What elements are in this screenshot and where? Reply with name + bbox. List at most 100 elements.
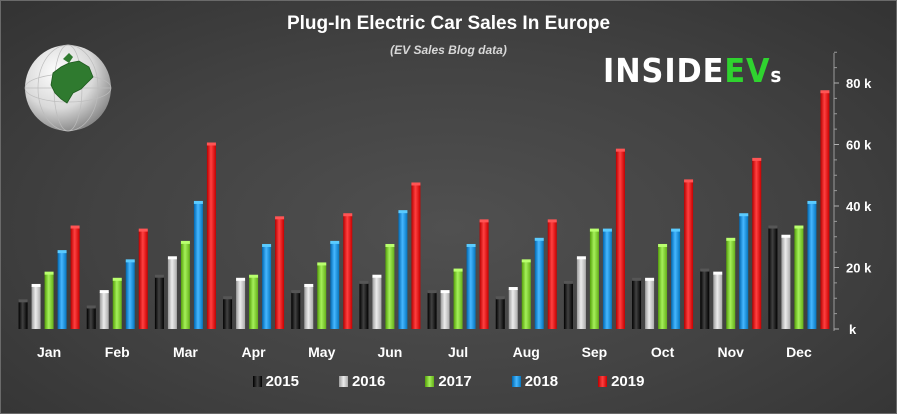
bar-cap: [99, 290, 109, 294]
bar-2016-Aug: [508, 289, 518, 329]
y-tick-label: 20 k: [846, 261, 872, 276]
legend-label: 2017: [438, 373, 472, 390]
legend-item: 2019: [598, 373, 644, 390]
x-tick-label: Dec: [786, 344, 812, 360]
bar-cap: [44, 271, 54, 275]
bar-2018-Nov: [739, 215, 749, 329]
legend-swatch: [252, 376, 262, 387]
bar-2017-Mar: [180, 242, 190, 329]
bar-cap: [343, 213, 353, 217]
bar-2017-Dec: [794, 227, 804, 329]
bar-2015-Feb: [86, 307, 96, 329]
bar-cap: [466, 243, 476, 247]
x-tick-label: Aug: [513, 344, 540, 360]
bar-2018-Dec: [807, 202, 817, 329]
bar-cap: [547, 219, 557, 223]
bar-cap: [602, 228, 612, 232]
chart-title: Plug-In Electric Car Sales In Europe: [286, 13, 611, 34]
legend-item: 2017: [425, 373, 472, 390]
bar-cap: [291, 290, 301, 294]
bar-2015-Dec: [768, 227, 778, 329]
bar-2016-Oct: [645, 279, 655, 329]
bar-2019-Apr: [275, 218, 285, 329]
bar-2019-Nov: [752, 159, 762, 329]
bar-cap: [206, 142, 216, 146]
bar-2017-Aug: [521, 261, 531, 329]
bar-2018-Aug: [534, 239, 544, 329]
bar-cap: [275, 216, 285, 220]
bar-2018-Jun: [398, 212, 408, 329]
legend-label: 2018: [524, 373, 559, 390]
bar-cap: [180, 240, 190, 244]
bar-cap: [427, 290, 437, 294]
y-tick-label: 60 k: [846, 138, 872, 153]
bar-2015-Mar: [154, 276, 164, 329]
bar-2018-Mar: [193, 202, 203, 329]
bar-2018-Apr: [262, 245, 272, 329]
bar-2015-Aug: [495, 298, 505, 329]
bar-2017-Oct: [658, 245, 668, 329]
bar-cap: [781, 234, 791, 238]
bar-2019-Sep: [615, 150, 625, 329]
x-tick-label: Feb: [105, 344, 130, 360]
bar-cap: [589, 228, 599, 232]
x-tick-label: May: [308, 344, 335, 360]
x-tick-label: Jun: [377, 344, 402, 360]
bar-2015-Apr: [223, 298, 233, 329]
bar-2015-Jul: [427, 292, 437, 329]
bar-cap: [671, 228, 681, 232]
legend-swatch: [338, 376, 348, 387]
legend-item: 2015: [252, 373, 299, 390]
legend-label: 2019: [611, 373, 645, 390]
bar-cap: [645, 277, 655, 281]
bar-2015-Jun: [359, 282, 369, 329]
bar-cap: [768, 225, 778, 229]
bar-cap: [576, 256, 586, 260]
bar-cap: [249, 274, 259, 278]
bar-2016-Jun: [372, 276, 382, 329]
x-tick-label: Jan: [37, 344, 61, 360]
bar-cap: [726, 237, 736, 241]
y-tick-label: k: [849, 322, 857, 337]
bar-cap: [440, 290, 450, 294]
bar-cap: [508, 287, 518, 291]
chart-legend: 2015 2016 2017 2018 2019: [1, 373, 896, 390]
bar-2019-Jul: [479, 221, 489, 329]
bar-2017-May: [317, 264, 327, 329]
bar-2019-Oct: [684, 181, 694, 329]
bar-cap: [479, 219, 489, 223]
bar-2019-Dec: [820, 92, 830, 329]
bar-cap: [193, 200, 203, 204]
legend-label: 2016: [351, 373, 386, 390]
bar-cap: [385, 243, 395, 247]
bar-2019-Mar: [206, 144, 216, 329]
bar-cap: [820, 90, 830, 94]
bar-2018-Oct: [671, 230, 681, 329]
insideevs-logo: INSIDEEVs: [603, 51, 783, 90]
bar-2017-Apr: [249, 276, 259, 329]
bar-2016-Jan: [31, 285, 41, 329]
bar-cap: [453, 268, 463, 272]
bar-2019-May: [343, 215, 353, 329]
bar-cap: [684, 179, 694, 183]
bar-2018-May: [330, 242, 340, 329]
bar-cap: [86, 305, 96, 309]
bar-2017-Jul: [453, 270, 463, 329]
x-tick-label: Sep: [582, 344, 608, 360]
bar-cap: [236, 277, 246, 281]
bar-cap: [112, 277, 122, 281]
bar-cap: [398, 210, 408, 214]
bar-2018-Feb: [125, 261, 135, 329]
x-tick-label: Apr: [242, 344, 267, 360]
x-tick-label: Jul: [448, 344, 468, 360]
bar-cap: [372, 274, 382, 278]
bar-2015-Jan: [18, 301, 28, 329]
bar-cap: [713, 271, 723, 275]
x-tick-label: Nov: [718, 344, 745, 360]
bar-cap: [304, 283, 314, 287]
legend-label: 2015: [265, 373, 299, 390]
bar-2016-Mar: [167, 258, 177, 329]
legend-item: 2016: [338, 373, 386, 390]
y-tick-label: 40 k: [846, 199, 872, 214]
